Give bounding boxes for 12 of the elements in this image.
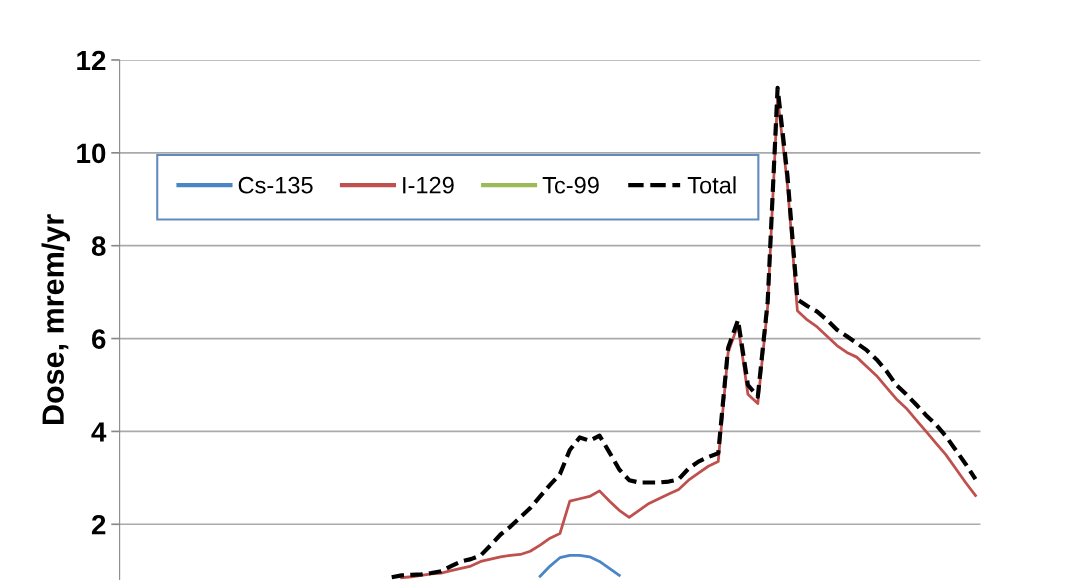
legend-label: Tc-99 (542, 176, 599, 194)
y-tick-label: 2 (91, 514, 106, 535)
y-tick-label: 10 (77, 143, 106, 164)
legend-label: I-129 (403, 176, 454, 194)
y-axis-title: Dose, mrem/yr (41, 214, 70, 425)
y-tick-label: 12 (77, 50, 106, 71)
line-series (538, 554, 621, 578)
legend-label: Total (687, 176, 736, 194)
y-tick-label: 4 (91, 422, 107, 442)
y-tick-label: 8 (91, 236, 106, 257)
legend-label: Cs-135 (238, 176, 313, 194)
y-tick-label: 6 (91, 329, 106, 349)
